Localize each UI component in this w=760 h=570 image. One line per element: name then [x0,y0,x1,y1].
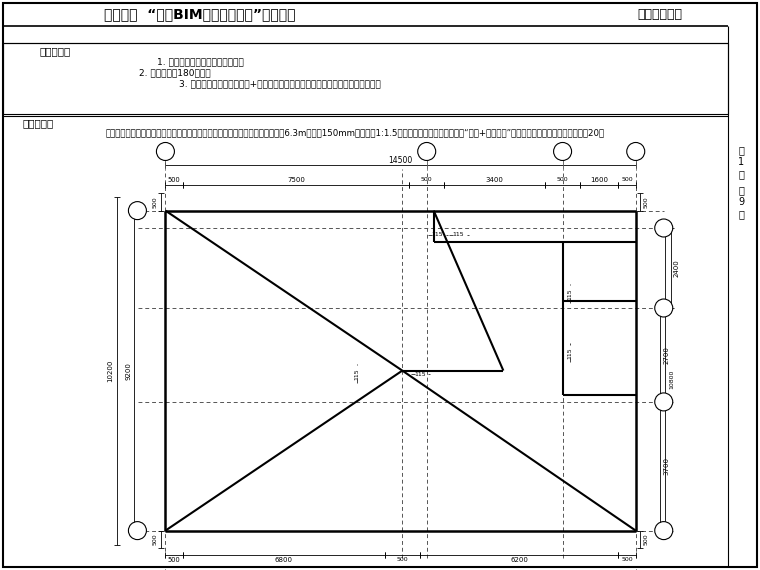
Text: 2400: 2400 [673,259,679,277]
Text: A: A [660,526,667,535]
Text: 共: 共 [738,185,744,195]
Text: 页: 页 [738,209,744,219]
Text: 1600: 1600 [591,177,608,182]
Text: 115: 115 [452,233,464,238]
Text: 500: 500 [557,177,568,182]
Text: 500: 500 [621,177,633,182]
Text: 9: 9 [738,197,744,207]
Text: 9200: 9200 [125,362,131,380]
Text: 500: 500 [643,534,648,545]
Text: 10800: 10800 [669,369,674,389]
Text: 115: 115 [432,233,443,238]
Text: 500: 500 [168,177,181,182]
Circle shape [553,142,572,161]
Text: 500: 500 [643,196,648,207]
Circle shape [627,142,644,161]
Text: 3700: 3700 [663,457,669,475]
Circle shape [128,202,147,219]
Text: E: E [660,223,667,233]
Text: 中国图学学会: 中国图学学会 [638,7,682,21]
Text: 115: 115 [567,347,572,359]
Text: 1. 考试方式：计算机建模、闭卷；: 1. 考试方式：计算机建模、闭卷； [157,58,243,67]
Text: 3400: 3400 [486,177,504,182]
Text: 1: 1 [163,147,169,156]
Circle shape [655,522,673,540]
Text: D: D [134,206,141,215]
Text: 试题部分：: 试题部分： [22,118,54,128]
Text: 2700: 2700 [663,346,669,364]
Text: 6200: 6200 [510,557,528,563]
Text: 第十一期  “全国BIM技能等级考试”一级试题: 第十一期 “全国BIM技能等级考试”一级试题 [104,7,296,21]
Text: 5: 5 [632,147,639,156]
Text: 2. 考试时间为180分钟；: 2. 考试时间为180分钟； [139,68,211,78]
Text: 115: 115 [414,372,426,377]
Text: 3. 新建文件夹（以准考证号+姓名命名），用于存放本次考试中生成的全部文件。: 3. 新建文件夹（以准考证号+姓名命名），用于存放本次考试中生成的全部文件。 [179,79,381,88]
Circle shape [418,142,435,161]
Text: 7500: 7500 [287,177,305,182]
Text: 500: 500 [153,196,158,207]
Text: 500: 500 [621,557,633,563]
Circle shape [655,219,673,237]
Text: 500: 500 [168,557,181,563]
Circle shape [157,142,174,161]
Bar [3,43,728,114]
Text: A: A [134,526,141,535]
Text: 500: 500 [397,557,408,563]
Text: 10200: 10200 [108,360,114,382]
Text: 页: 页 [738,169,744,179]
Text: 115: 115 [567,288,572,300]
Circle shape [655,299,673,317]
Text: 14500: 14500 [388,156,413,165]
Text: 第: 第 [738,145,744,155]
Text: 500: 500 [153,534,158,545]
Text: B: B [660,397,667,406]
Text: 一、根据下图给定数据创建轴网与屋顶，轴网显示方式参考下图，屋顶底标高为6.3m，厚度150mm，坡度为1:1.5，材质不限，请将模型文件以“屋顶+考生姓名”为文: 一、根据下图给定数据创建轴网与屋顶，轴网显示方式参考下图，屋顶底标高为6.3m，… [106,128,604,137]
Text: 考试要求：: 考试要求： [40,46,71,56]
Text: 500: 500 [421,177,432,182]
Text: 3: 3 [423,147,430,156]
Text: 1: 1 [738,157,744,167]
Circle shape [655,393,673,411]
Text: C: C [660,303,667,312]
Text: 4: 4 [559,147,565,156]
Circle shape [128,522,147,540]
Text: 6800: 6800 [275,557,293,563]
Text: 115: 115 [354,368,359,380]
